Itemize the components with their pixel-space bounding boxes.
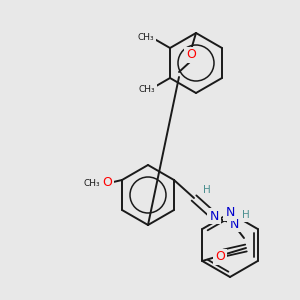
Text: N: N	[229, 218, 239, 230]
Text: CH₃: CH₃	[138, 34, 154, 43]
Text: O: O	[102, 176, 112, 190]
Text: N: N	[225, 206, 235, 220]
Text: O: O	[215, 250, 225, 263]
Text: CH₃: CH₃	[139, 85, 155, 94]
Text: CH₃: CH₃	[84, 178, 100, 188]
Text: H: H	[242, 210, 250, 220]
Text: O: O	[186, 49, 196, 62]
Text: N: N	[209, 209, 219, 223]
Text: H: H	[203, 185, 211, 195]
